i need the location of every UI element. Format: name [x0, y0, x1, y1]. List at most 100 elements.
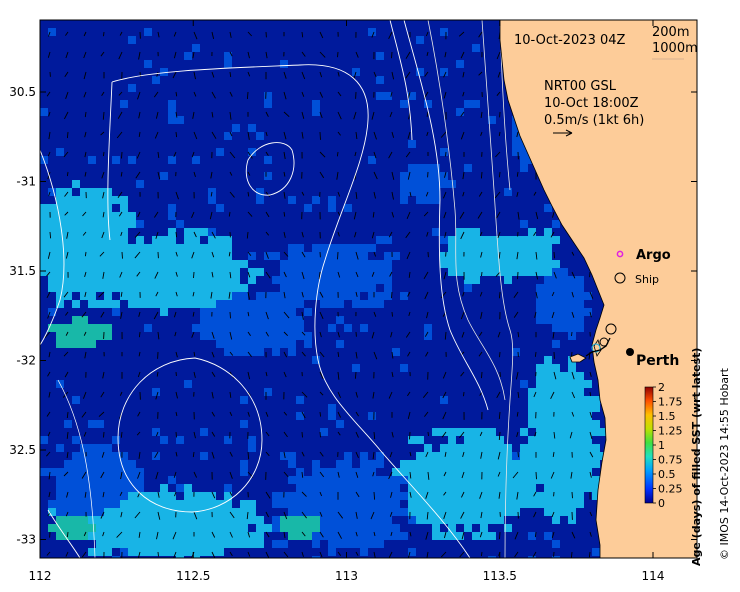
current-vector — [265, 311, 269, 320]
sst-pixel — [256, 316, 264, 324]
sst-pixel — [56, 484, 64, 492]
current-vector — [265, 191, 271, 198]
current-vector — [426, 51, 429, 57]
current-vector — [355, 191, 358, 199]
sst-pixel — [296, 396, 304, 404]
sst-pixel — [304, 268, 312, 276]
sst-pixel — [56, 236, 64, 244]
current-vector — [406, 211, 411, 219]
sst-pixel — [432, 460, 440, 468]
sst-pixel — [216, 236, 224, 244]
sst-pixel — [320, 252, 328, 260]
current-vector — [337, 411, 342, 418]
sst-pixel — [472, 500, 480, 508]
sst-pixel — [456, 444, 464, 452]
sst-pixel — [544, 484, 552, 492]
current-vector — [101, 91, 105, 96]
current-vector — [551, 311, 555, 319]
sst-pixel — [520, 380, 528, 388]
sst-pixel — [448, 244, 456, 252]
sst-pixel — [64, 276, 72, 284]
sst-pixel — [80, 468, 88, 476]
current-vector — [81, 551, 87, 558]
sst-pixel — [392, 484, 400, 492]
sst-pixel — [184, 540, 192, 548]
current-vector — [533, 391, 537, 398]
sst-pixel — [552, 500, 560, 508]
sst-pixel — [480, 452, 488, 460]
current-vector — [301, 511, 307, 519]
current-vector — [66, 231, 69, 239]
sst-pixel — [280, 500, 288, 508]
current-vector — [337, 111, 342, 120]
current-vector — [319, 411, 322, 417]
current-vector — [211, 111, 214, 118]
sst-pixel — [392, 500, 400, 508]
current-vector — [65, 51, 69, 59]
current-vector — [535, 211, 539, 220]
sst-pixel — [400, 180, 408, 188]
sst-pixel — [64, 236, 72, 244]
current-vector — [265, 51, 268, 59]
current-vector — [498, 131, 501, 137]
sst-pixel — [520, 484, 528, 492]
sst-pixel — [416, 164, 424, 172]
sst-pixel — [400, 292, 408, 300]
current-vector — [516, 251, 519, 260]
sst-pixel — [296, 332, 304, 340]
sst-pixel — [528, 436, 536, 444]
sst-pixel — [56, 468, 64, 476]
sst-pixel — [584, 396, 592, 404]
current-vector — [175, 131, 178, 138]
sst-pixel — [160, 252, 168, 260]
current-vector — [370, 511, 375, 520]
sst-pixel — [160, 500, 168, 508]
sst-pixel — [288, 500, 296, 508]
sst-pixel — [520, 452, 528, 460]
current-vector — [46, 271, 51, 277]
current-vector — [193, 71, 196, 80]
sst-pixel — [112, 244, 120, 252]
current-vector — [229, 171, 233, 176]
sst-pixel — [216, 204, 224, 212]
sst-pixel — [528, 252, 536, 260]
current-vector — [319, 371, 324, 379]
sst-pixel — [400, 172, 408, 180]
sst-pixel — [168, 292, 176, 300]
sst-pixel — [376, 540, 384, 548]
sst-pixel — [488, 492, 496, 500]
sst-pixel — [504, 452, 512, 460]
current-vector — [497, 231, 501, 239]
current-vector — [173, 31, 177, 37]
lon-tick-label: 112.5 — [176, 569, 210, 583]
sst-pixel — [504, 484, 512, 492]
current-vector — [496, 91, 501, 96]
current-vector — [481, 271, 483, 277]
sst-pixel — [192, 260, 200, 268]
sst-pixel — [456, 236, 464, 244]
current-vector — [497, 331, 501, 338]
sst-pixel — [168, 540, 176, 548]
current-vector — [405, 71, 411, 79]
sst-pixel — [568, 300, 576, 308]
current-vector — [84, 351, 87, 359]
sst-pixel — [200, 492, 208, 500]
current-vector — [459, 551, 465, 558]
current-vector — [193, 471, 198, 478]
sst-pixel — [152, 540, 160, 548]
sst-pixel — [304, 204, 312, 212]
current-vector — [408, 271, 411, 278]
sst-pixel — [512, 148, 520, 156]
sla-contours — [40, 20, 489, 558]
sst-pixel — [384, 260, 392, 268]
sst-pixel — [312, 492, 320, 500]
sst-pixel — [424, 452, 432, 460]
current-vector — [84, 491, 87, 498]
sst-pixel — [552, 236, 560, 244]
sst-pixel — [288, 268, 296, 276]
current-vector — [550, 231, 555, 238]
sst-pixel — [488, 500, 496, 508]
sst-pixel — [240, 508, 248, 516]
sst-pixel — [136, 236, 144, 244]
sst-pixel — [280, 300, 288, 308]
